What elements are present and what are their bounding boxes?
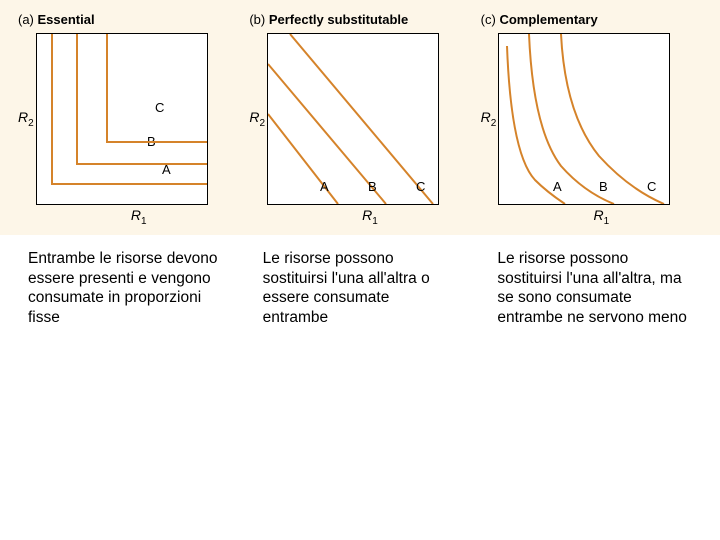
caption-a: Entrambe le risorse devono essere presen… xyxy=(28,249,223,328)
curve-label: A xyxy=(553,179,562,194)
y-axis-label: R2 xyxy=(18,109,34,129)
y-axis-label: R2 xyxy=(249,109,265,129)
caption-b: Le risorse possono sostituirsi l'una all… xyxy=(263,249,458,328)
panel-b: (b) Perfectly substitutable R2 A B C R1 xyxy=(249,12,470,227)
panel-title: (a) Essential xyxy=(18,12,239,27)
panel-c: (c) Complementary R2 A B C R1 xyxy=(481,12,702,227)
plot-box: ABC xyxy=(36,33,208,205)
captions-row: Entrambe le risorse devono essere presen… xyxy=(0,235,720,328)
caption-c: Le risorse possono sostituirsi l'una all… xyxy=(497,249,692,328)
isocline-curve xyxy=(52,34,207,184)
curve-label: C xyxy=(155,100,164,115)
panel-a: (a) Essential R2ABCR1 xyxy=(18,12,239,227)
panel-title: (c) Complementary xyxy=(481,12,702,27)
figure-band: (a) EssentialR2ABCR1(b) Perfectly substi… xyxy=(0,0,720,235)
curve-label: B xyxy=(599,179,608,194)
isocline-curve xyxy=(77,34,207,164)
y-axis-label: R2 xyxy=(481,109,497,129)
x-axis-label: R1 xyxy=(269,207,470,227)
curve-label: C xyxy=(416,179,425,194)
curve-label: C xyxy=(647,179,656,194)
plot-box: A B C xyxy=(267,33,439,205)
curve-label: B xyxy=(368,179,377,194)
isocline-curve xyxy=(290,34,433,204)
isocline-curve xyxy=(107,34,207,142)
x-axis-label: R1 xyxy=(501,207,702,227)
panel-title: (b) Perfectly substitutable xyxy=(249,12,470,27)
x-axis-label: R1 xyxy=(38,207,239,227)
plot-box: A B C xyxy=(498,33,670,205)
curve-label: A xyxy=(320,179,329,194)
